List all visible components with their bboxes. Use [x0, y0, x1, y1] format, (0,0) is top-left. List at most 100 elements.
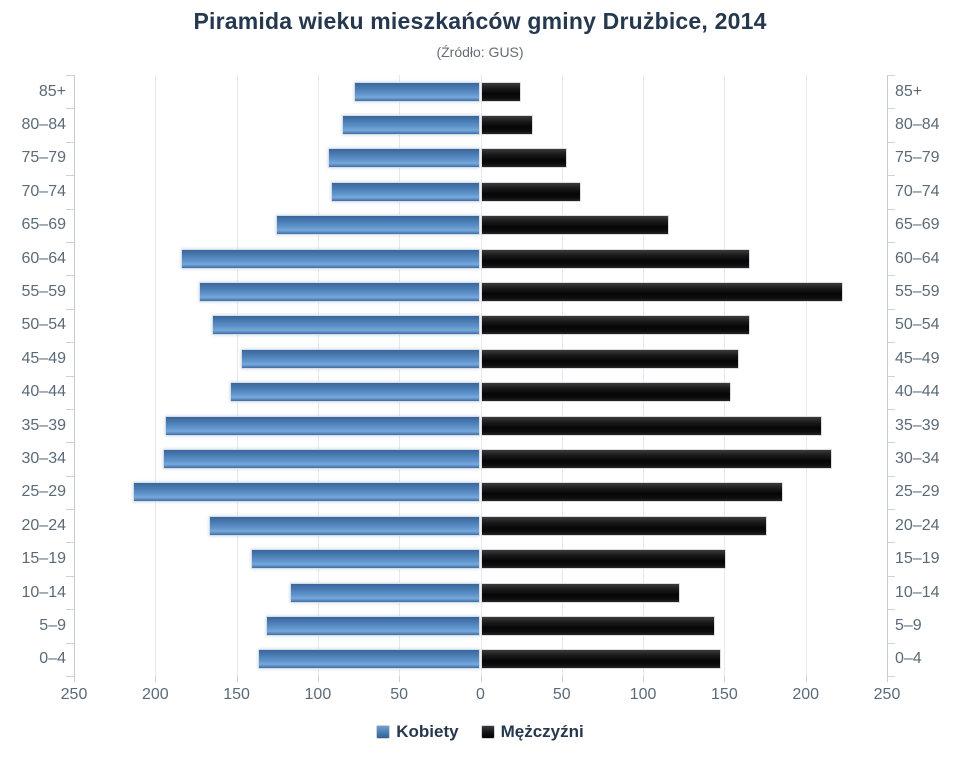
age-label-left: 35–39 — [21, 416, 67, 434]
bar-kobiety-70–74 — [330, 181, 481, 202]
gridline — [643, 75, 645, 676]
age-label-left: 50–54 — [21, 316, 67, 334]
bar-mezczyzni-20–24 — [480, 515, 767, 536]
bar-kobiety-25–29 — [132, 482, 481, 503]
age-label-right: 10–14 — [895, 583, 940, 601]
bar-mezczyzni-80–84 — [480, 115, 533, 136]
gridline — [805, 75, 807, 676]
axis-tick-right — [887, 509, 895, 510]
axis-tick-bottom — [155, 676, 157, 682]
axis-tick-right — [887, 175, 895, 176]
value-tick-label: 100 — [304, 686, 332, 703]
age-label-right: 65–69 — [895, 216, 940, 234]
bar-mezczyzni-50–54 — [480, 315, 751, 336]
age-label-left: 0–4 — [39, 650, 66, 668]
bar-mezczyzni-60–64 — [480, 248, 751, 269]
axis-tick-left — [66, 175, 74, 176]
axis-tick-right — [887, 676, 895, 677]
axis-tick-right — [887, 609, 895, 610]
bar-kobiety-0–4 — [257, 649, 481, 670]
age-label-right: 50–54 — [895, 316, 940, 334]
axis-tick-right — [887, 376, 895, 377]
axis-tick-left — [66, 442, 74, 443]
axis-tick-bottom — [805, 676, 807, 682]
bar-mezczyzni-65–69 — [480, 215, 670, 236]
axis-tick-left — [66, 576, 74, 577]
chart-subtitle: (Źródło: GUS) — [436, 44, 524, 60]
age-label-left: 55–59 — [21, 283, 67, 301]
age-label-left: 15–19 — [21, 550, 67, 568]
axis-tick-bottom — [399, 676, 401, 682]
age-label-right: 35–39 — [895, 416, 940, 434]
age-label-right: 70–74 — [895, 182, 940, 200]
age-label-left: 20–24 — [21, 516, 67, 534]
bar-kobiety-45–49 — [241, 348, 481, 369]
bar-mezczyzni-10–14 — [480, 582, 681, 603]
age-label-left: 80–84 — [21, 116, 67, 134]
age-label-right: 15–19 — [895, 550, 940, 568]
axis-tick-left — [66, 75, 74, 76]
age-label-right: 5–9 — [895, 616, 922, 634]
axis-tick-left — [66, 409, 74, 410]
gridline — [561, 75, 563, 676]
age-label-right: 75–79 — [895, 149, 940, 167]
value-tick-label: 150 — [223, 686, 250, 703]
axis-tick-bottom — [887, 676, 888, 682]
legend-swatch-kobiety — [376, 725, 391, 739]
legend-item-mezczyzni[interactable]: Mężczyźni — [480, 722, 584, 742]
age-label-right: 25–29 — [895, 483, 940, 501]
axis-tick-right — [887, 643, 895, 644]
axis-tick-right — [887, 309, 895, 310]
gridline — [724, 75, 726, 676]
axis-tick-left — [66, 643, 74, 644]
age-label-right: 45–49 — [895, 349, 940, 367]
chart-title: Piramida wieku mieszkańców gminy Drużbic… — [193, 8, 767, 34]
value-tick-label: 250 — [60, 686, 88, 703]
bar-kobiety-80–84 — [342, 115, 481, 136]
axis-tick-left — [66, 242, 74, 243]
age-label-left: 60–64 — [21, 249, 67, 267]
bar-mezczyzni-45–49 — [480, 348, 740, 369]
age-label-right: 0–4 — [895, 650, 922, 668]
gridline — [317, 75, 319, 676]
age-label-left: 40–44 — [21, 383, 67, 401]
bar-mezczyzni-75–79 — [480, 148, 567, 169]
axis-tick-right — [887, 209, 895, 210]
bar-kobiety-40–44 — [230, 382, 481, 403]
axis-tick-bottom — [561, 676, 563, 682]
legend-swatch-mezczyzni — [480, 725, 495, 739]
bar-kobiety-30–34 — [163, 448, 481, 469]
axis-tick-bottom — [724, 676, 726, 682]
bar-kobiety-35–39 — [165, 415, 481, 436]
legend-label: Mężczyźni — [500, 722, 584, 741]
axis-tick-bottom — [317, 676, 319, 682]
axis-tick-bottom — [643, 676, 645, 682]
gridline — [399, 75, 401, 676]
axis-tick-right — [887, 242, 895, 243]
bar-mezczyzni-55–59 — [480, 282, 844, 303]
bar-kobiety-20–24 — [208, 515, 481, 536]
bar-kobiety-15–19 — [251, 549, 481, 570]
axis-tick-left — [66, 609, 74, 610]
axis-tick-left — [66, 142, 74, 143]
age-label-right: 40–44 — [895, 383, 940, 401]
bar-mezczyzni-40–44 — [480, 382, 731, 403]
legend-item-kobiety[interactable]: Kobiety — [376, 722, 459, 742]
value-tick-label: 200 — [141, 686, 169, 703]
bar-kobiety-55–59 — [199, 282, 481, 303]
axis-edge-line — [887, 75, 888, 676]
age-label-right: 30–34 — [895, 449, 940, 467]
bar-kobiety-5–9 — [265, 615, 481, 636]
value-tick-label: 200 — [792, 686, 820, 703]
age-label-left: 65–69 — [21, 216, 67, 234]
age-label-left: 85+ — [38, 82, 66, 100]
value-tick-label: 50 — [552, 686, 571, 703]
bar-mezczyzni-35–39 — [480, 415, 822, 436]
bar-kobiety-85+ — [353, 81, 481, 102]
value-tick-label: 0 — [476, 686, 485, 703]
axis-tick-right — [887, 542, 895, 543]
axis-tick-left — [66, 542, 74, 543]
axis-tick-right — [887, 275, 895, 276]
gridline — [155, 75, 157, 676]
value-tick-label: 100 — [629, 686, 657, 703]
